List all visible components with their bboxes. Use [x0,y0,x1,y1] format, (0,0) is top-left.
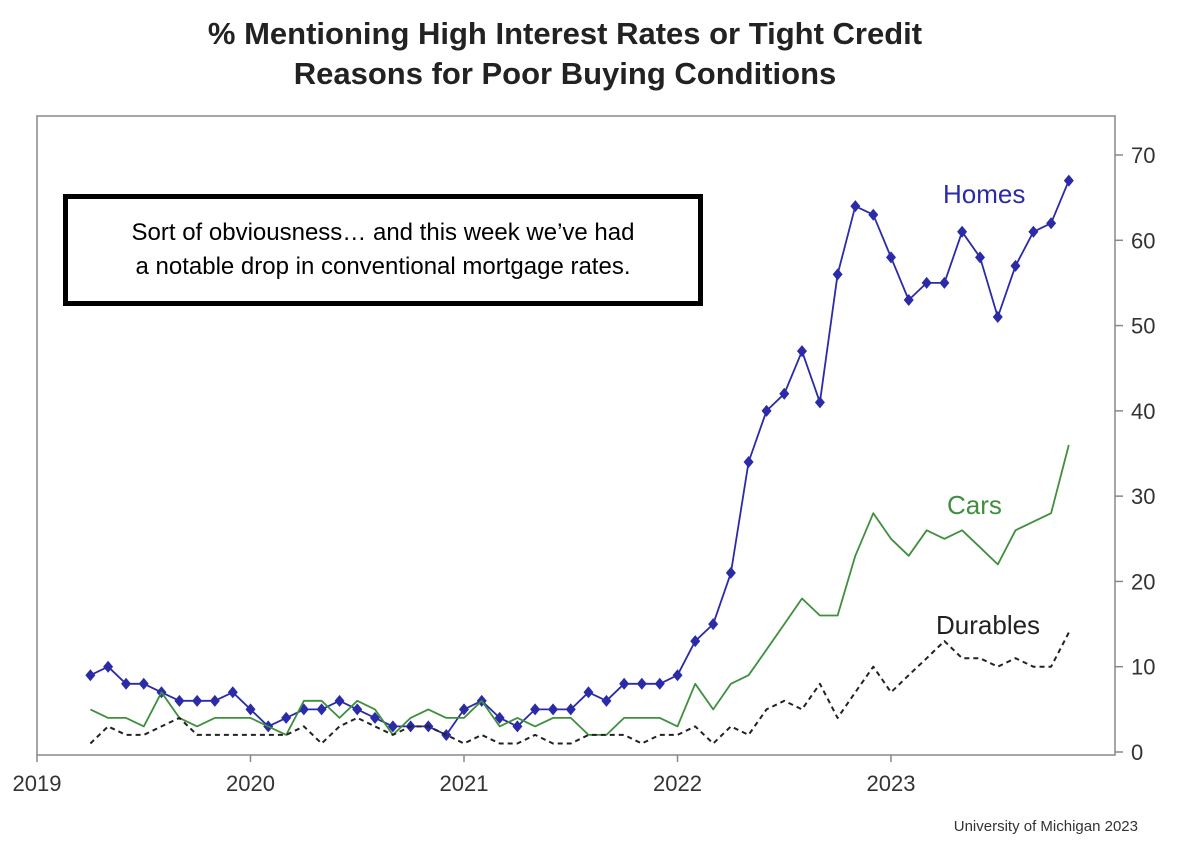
series-line-cars [90,444,1070,736]
series-line-homes [90,180,1070,736]
data-point-homes [903,293,914,306]
data-point-homes [886,251,896,264]
data-point-homes [957,225,968,238]
data-point-homes [316,703,327,716]
data-point-homes [939,276,950,289]
data-point-homes [636,677,647,690]
data-point-homes [601,694,612,707]
data-point-homes [565,703,576,716]
series-labels: Homes Cars Durables [936,179,1040,640]
data-point-homes [227,686,238,699]
chart-title-line-1: % Mentioning High Interest Rates or Tigh… [207,16,923,51]
data-point-homes [743,456,754,469]
data-point-homes [369,711,380,724]
data-point-homes [619,677,630,690]
x-tick-label: 2020 [226,771,275,796]
series-line-durables [89,632,1070,745]
data-point-homes [192,694,203,707]
y-axis: 0 10 20 30 40 50 60 70 [1115,143,1155,765]
annotation-line-2: a notable drop in conventional mortgage … [135,253,631,280]
annotation-box: Sort of obviousness… and this week we’ve… [63,194,703,306]
x-tick-label: 2023 [867,771,916,796]
data-point-homes [1046,217,1057,230]
data-point-homes [796,345,807,358]
data-point-homes [779,387,790,400]
data-point-homes [1028,225,1039,238]
x-tick-label: 2022 [653,771,702,796]
y-tick-label: 40 [1131,399,1155,424]
y-tick-label: 0 [1131,740,1143,765]
data-point-homes [174,694,185,707]
data-point-homes [334,694,345,707]
data-point-homes [138,677,149,690]
data-point-homes [725,566,736,579]
source-credit: University of Michigan 2023 [953,818,1138,835]
data-point-homes [548,703,559,716]
data-point-homes [708,618,719,631]
data-point-homes [761,404,772,417]
x-axis: 2019 2020 2021 2022 2023 [13,755,916,796]
data-point-homes [245,703,256,716]
data-point-homes [85,669,96,682]
data-point-homes [494,711,505,724]
y-tick-label: 10 [1131,655,1155,680]
series-label-homes: Homes [943,179,1025,209]
y-tick-label: 70 [1131,143,1155,168]
data-point-homes [352,703,363,716]
annotation-line-1: Sort of obviousness… and this week we’ve… [131,219,635,246]
chart-title-line-2: Reasons for Poor Buying Conditions [293,56,837,91]
data-point-homes [814,396,825,409]
data-point-homes [281,711,292,724]
chart-title: % Mentioning High Interest Rates or Tigh… [0,14,1130,94]
data-point-homes [921,276,932,289]
data-point-homes [583,686,594,699]
data-point-homes [459,703,469,716]
data-point-homes [654,677,665,690]
data-point-homes [209,694,220,707]
x-tick-label: 2019 [13,771,62,796]
data-point-homes [103,660,114,673]
series-label-durables: Durables [936,610,1040,640]
data-point-homes [1063,174,1074,187]
data-point-homes [512,720,523,733]
y-tick-label: 30 [1131,484,1155,509]
data-point-homes [121,677,132,690]
y-tick-label: 20 [1131,569,1155,594]
data-point-homes [850,200,861,213]
data-point-homes [672,669,683,682]
data-point-homes [868,208,879,221]
series-layer [85,174,1074,745]
y-tick-label: 60 [1131,228,1155,253]
y-tick-label: 50 [1131,314,1155,339]
data-point-homes [975,251,986,264]
data-point-homes [1010,259,1021,272]
x-tick-label: 2021 [440,771,489,796]
data-point-homes [387,720,398,733]
data-point-homes [992,311,1003,324]
data-point-homes [530,703,541,716]
series-label-cars: Cars [947,490,1002,520]
plot-area-frame [36,115,1116,756]
data-point-homes [690,635,701,648]
data-point-homes [832,268,843,281]
